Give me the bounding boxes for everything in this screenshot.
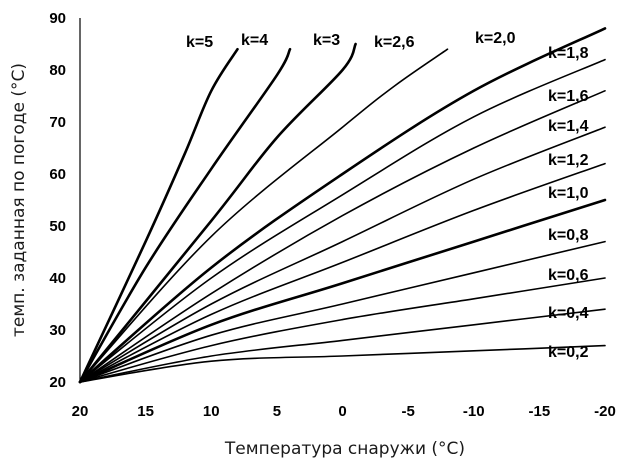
y-axis: 20 30 40 50 60 70 80 90 темп. заданная п… [9, 10, 81, 391]
curve-label: k=3 [313, 32, 340, 49]
x-tick-label: 5 [273, 403, 281, 420]
y-tick-label: 40 [49, 270, 66, 287]
y-tick-label: 90 [49, 10, 66, 27]
y-tick-labels: 20 30 40 50 60 70 80 90 [49, 10, 66, 391]
x-tick-label: -15 [529, 403, 551, 420]
curve-label: k=0,2 [548, 344, 589, 361]
curve-label: k=0,8 [548, 227, 589, 244]
x-tick-labels: 20 15 10 5 0 -5 -10 -15 -20 [72, 403, 616, 420]
curve-label: k=0,4 [548, 305, 589, 322]
heating-curve-line [78, 42, 357, 384]
heating-curves [78, 27, 607, 384]
heating-curve-line [78, 27, 607, 384]
curve-labels: k=0,2 k=0,4 k=0,6 k=0,8 k=1,0 k=1,2 k=1,4 k=1,6… [186, 30, 589, 361]
y-tick-label: 60 [49, 166, 66, 183]
heating-curve-line [79, 277, 606, 383]
heating-curve-line [79, 48, 449, 383]
x-tick-label: 0 [338, 403, 346, 420]
heating-curve-line [79, 58, 606, 383]
x-tick-label: 20 [72, 403, 89, 420]
y-tick-label: 70 [49, 114, 66, 131]
curve-label: k=2,0 [475, 30, 516, 47]
curve-label: k=1,0 [548, 185, 589, 202]
curve-label: k=1,8 [548, 45, 589, 62]
x-axis: 20 15 10 5 0 -5 -10 -15 -20 Температура … [72, 403, 616, 459]
heating-curve-line [79, 90, 606, 383]
heating-curve-line [79, 240, 606, 383]
y-axis-title: темп. заданная по погоде (°С) [9, 63, 29, 337]
x-tick-label: -5 [401, 403, 414, 420]
curve-label: k=2,6 [374, 34, 415, 51]
heating-curve-line [78, 47, 239, 384]
heating-curve-line [79, 126, 606, 383]
curve-label: k=1,6 [548, 88, 589, 105]
x-tick-label: 10 [203, 403, 220, 420]
curve-label: k=4 [241, 32, 268, 49]
curve-label: k=1,4 [548, 118, 589, 135]
y-tick-label: 50 [49, 218, 66, 235]
heating-curve-line [78, 47, 292, 384]
curve-label: k=5 [186, 34, 213, 51]
y-tick-label: 30 [49, 322, 66, 339]
y-tick-label: 80 [49, 62, 66, 79]
curve-label: k=1,2 [548, 152, 589, 169]
curve-label: k=0,6 [548, 267, 589, 284]
x-axis-title: Температура снаружи (°С) [224, 439, 465, 459]
heating-curve-line [78, 198, 607, 384]
heating-curve-line [79, 344, 606, 383]
x-tick-label: 15 [137, 403, 154, 420]
y-tick-label: 20 [49, 374, 66, 391]
x-tick-label: -20 [594, 403, 616, 420]
x-tick-label: -10 [463, 403, 485, 420]
heating-curve-line [79, 162, 606, 383]
heating-curve-line [79, 308, 606, 383]
